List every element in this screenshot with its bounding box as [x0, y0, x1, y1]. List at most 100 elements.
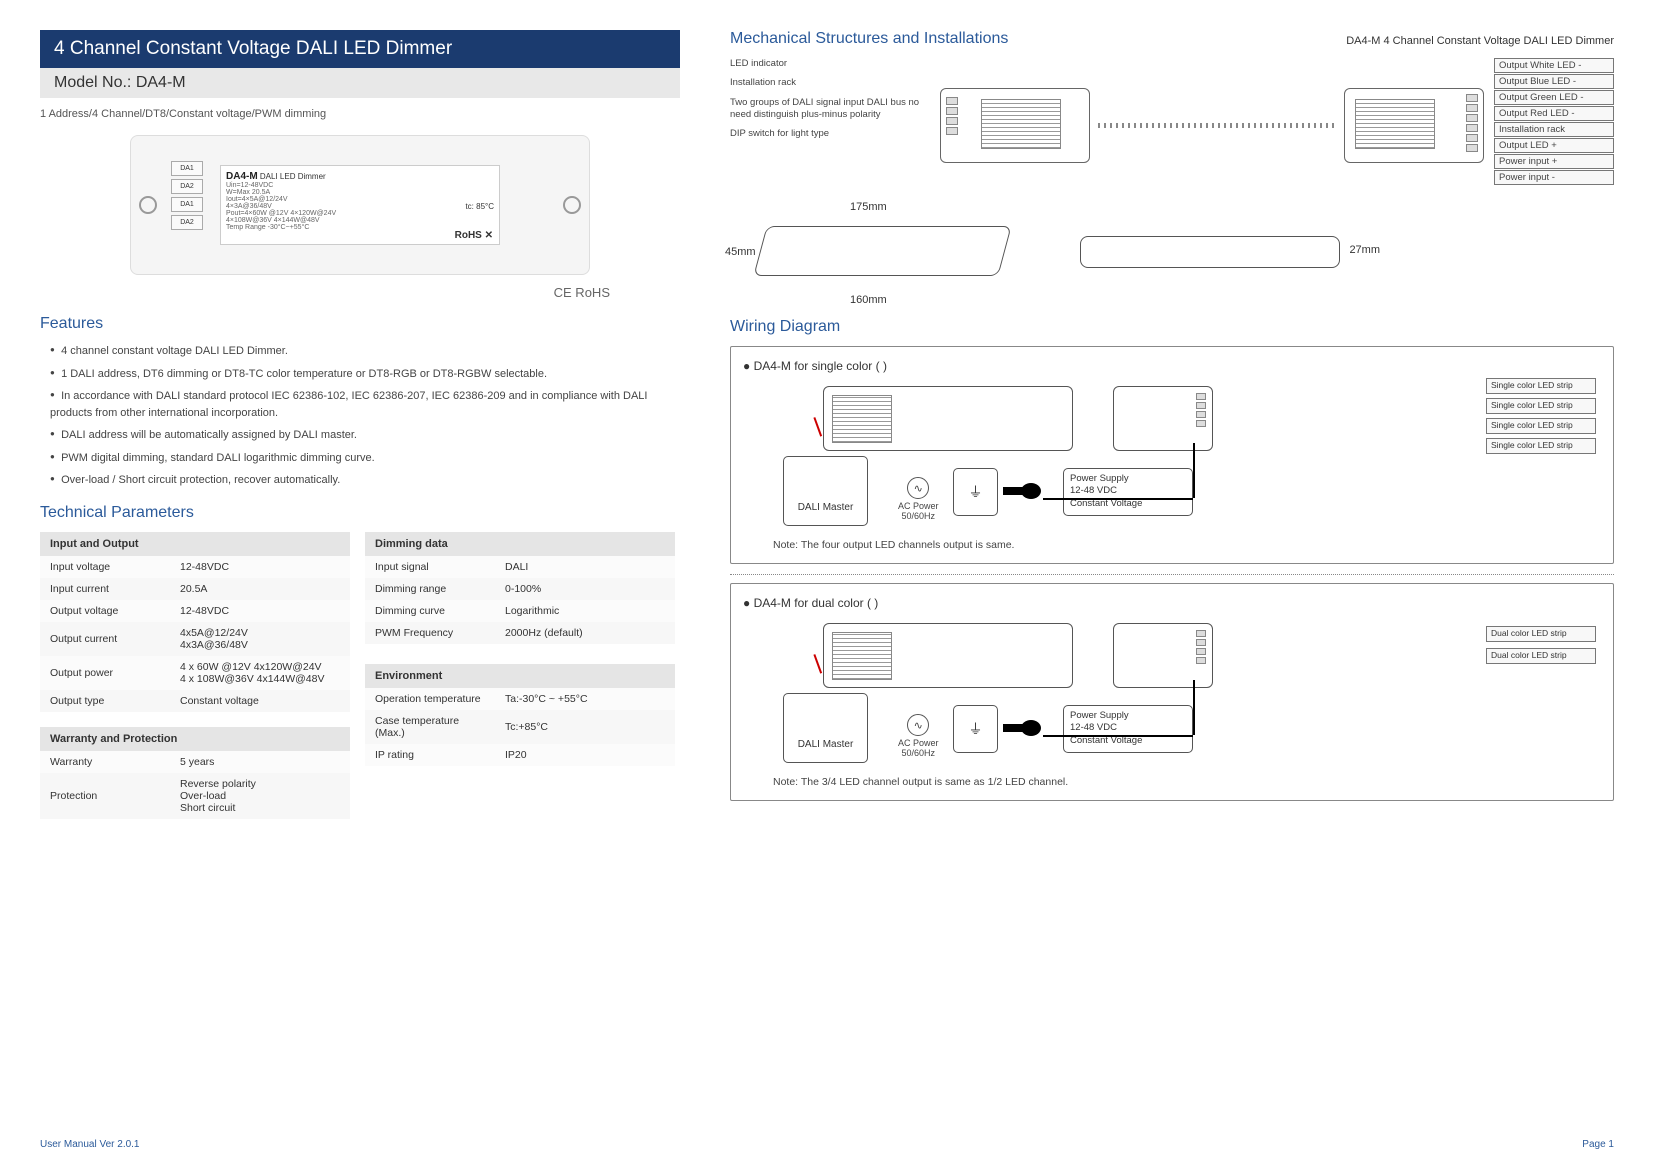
- plug-icon: [1003, 481, 1043, 501]
- ac-power-label: ∿AC Power 50/60Hz: [898, 714, 939, 758]
- wire-red: [814, 417, 822, 436]
- mech-device-drawing: [940, 58, 1484, 193]
- mech-label: Output LED +: [1494, 138, 1614, 153]
- wiring-single-box: ● DA4-M for single color ( ) Single colo…: [730, 346, 1614, 564]
- features-heading: Features: [40, 315, 680, 333]
- port: DA1: [171, 161, 203, 176]
- device-right-unit: [1344, 88, 1484, 163]
- led-strip: Dual color LED strip: [1486, 626, 1596, 642]
- page-header-right: DA4-M 4 Channel Constant Voltage DALI LE…: [1346, 35, 1614, 47]
- model-bar: Model No.: DA4-M: [40, 68, 680, 98]
- port: DA1: [171, 197, 203, 212]
- footer-version: User Manual Ver 2.0.1: [40, 1139, 140, 1150]
- mech-structure-diagram: LED indicator Installation rack Two grou…: [730, 58, 1614, 193]
- port: DA2: [171, 215, 203, 230]
- heatsink-icon: [1355, 99, 1435, 149]
- title-bar: 4 Channel Constant Voltage DALI LED Dimm…: [40, 30, 680, 68]
- wiring-heading: Wiring Diagram: [730, 318, 1614, 336]
- left-column: 4 Channel Constant Voltage DALI LED Dimm…: [40, 30, 680, 1155]
- mounting-hole-icon: [139, 196, 157, 214]
- dim-top-view: 175mm 45mm 160mm: [730, 206, 1030, 301]
- table-row: Operation temperatureTa:-30°C ~ +55°C: [365, 688, 675, 710]
- env-table: Environment Operation temperatureTa:-30°…: [365, 664, 675, 766]
- feature-item: PWM digital dimming, standard DALI logar…: [50, 450, 680, 467]
- table-header: Warranty and Protection: [40, 727, 350, 751]
- ac-icon: ∿: [907, 714, 929, 736]
- wire-black: [1043, 498, 1193, 500]
- wiring-dual-diagram: Dual color LED strip Dual color LED stri…: [743, 618, 1601, 768]
- right-column: Mechanical Structures and Installations …: [730, 30, 1614, 1155]
- table-header: Environment: [365, 664, 675, 688]
- feature-item: Over-load / Short circuit protection, re…: [50, 472, 680, 489]
- product-specs: Uin=12-48VDC W=Max 20.5A Iout=4×5A@12/24…: [226, 182, 396, 231]
- led-strip: Single color LED strip: [1486, 418, 1596, 434]
- ac-power-label: ∿AC Power 50/60Hz: [898, 477, 939, 521]
- product-tc: tc: 85°C: [465, 202, 494, 211]
- subtitle: 1 Address/4 Channel/DT8/Constant voltage…: [40, 108, 680, 120]
- table-row: Dimming range0-100%: [365, 578, 675, 600]
- table-row: Input signalDALI: [365, 556, 675, 578]
- heatsink-icon: [832, 632, 892, 680]
- terminals-icon: [1196, 393, 1206, 427]
- footer-page: Page 1: [1582, 1139, 1614, 1150]
- table-row: Dimming curveLogarithmic: [365, 600, 675, 622]
- ac-icon: ∿: [907, 477, 929, 499]
- table-row: Warranty5 years: [40, 751, 350, 773]
- device-cable: [1098, 123, 1336, 128]
- dim-box: [753, 226, 1011, 276]
- power-supply: Power Supply 12-48 VDC Constant Voltage: [1063, 705, 1193, 753]
- mech-label: Output Blue LED -: [1494, 74, 1614, 89]
- device-left-unit: [940, 88, 1090, 163]
- wire-black: [1193, 443, 1195, 498]
- product-pn-suffix: DALI LED Dimmer: [260, 172, 326, 181]
- heatsink-icon: [832, 395, 892, 443]
- mech-labels-right: Output White LED - Output Blue LED - Out…: [1494, 58, 1614, 193]
- wire-red: [814, 654, 822, 673]
- table-row: ProtectionReverse polarity Over-load Sho…: [40, 773, 350, 819]
- dimmer-device-right: [1113, 386, 1213, 451]
- dimming-table: Dimming data Input signalDALI Dimming ra…: [365, 532, 675, 644]
- led-strip: Single color LED strip: [1486, 378, 1596, 394]
- led-strip: Dual color LED strip: [1486, 648, 1596, 664]
- product-pn: DA4-M: [226, 171, 258, 182]
- wiring-dual-title: ● DA4-M for dual color ( ): [743, 596, 1601, 610]
- dimmer-device: [823, 623, 1073, 688]
- dimmer-device: [823, 386, 1073, 451]
- mech-label: Output Red LED -: [1494, 106, 1614, 121]
- mech-labels-left: LED indicator Installation rack Two grou…: [730, 58, 930, 193]
- table-row: Output typeConstant voltage: [40, 690, 350, 712]
- wiring-dual-box: ● DA4-M for dual color ( ) Dual color LE…: [730, 583, 1614, 801]
- table-row: Output power4 x 60W @12V 4x120W@24V 4 x …: [40, 656, 350, 690]
- mech-label: LED indicator: [730, 58, 930, 70]
- feature-item: 1 DALI address, DT6 dimming or DT8-TC co…: [50, 366, 680, 383]
- table-row: PWM Frequency2000Hz (default): [365, 622, 675, 644]
- mech-label: Power input +: [1494, 154, 1614, 169]
- dali-master: DALI Master: [783, 693, 868, 763]
- rohs-label: RoHS ✕: [455, 230, 493, 241]
- warranty-table: Warranty and Protection Warranty5 years …: [40, 727, 350, 819]
- table-row: Input voltage12-48VDC: [40, 556, 350, 578]
- mech-label: Power input -: [1494, 170, 1614, 185]
- table-row: Output voltage12-48VDC: [40, 600, 350, 622]
- mech-label: Output Green LED -: [1494, 90, 1614, 105]
- feature-item: DALI address will be automatically assig…: [50, 427, 680, 444]
- wire-black: [1193, 680, 1195, 735]
- wire-black: [1043, 735, 1193, 737]
- wiring-dual-note: Note: The 3/4 LED channel output is same…: [743, 776, 1601, 788]
- wiring-single-diagram: Single color LED strip Single color LED …: [743, 381, 1601, 531]
- wiring-single-note: Note: The four output LED channels outpu…: [743, 539, 1601, 551]
- feature-item: 4 channel constant voltage DALI LED Dimm…: [50, 343, 680, 360]
- dim-side-view: 27mm: [1070, 206, 1370, 301]
- mech-label: DIP switch for light type: [730, 128, 930, 140]
- tables-row: Input and Output Input voltage12-48VDC I…: [40, 532, 680, 819]
- tables-left-group: Input and Output Input voltage12-48VDC I…: [40, 532, 350, 819]
- dali-master: DALI Master: [783, 456, 868, 526]
- mech-label: Output White LED -: [1494, 58, 1614, 73]
- led-strip: Single color LED strip: [1486, 438, 1596, 454]
- table-row: Input current20.5A: [40, 578, 350, 600]
- led-strip: Single color LED strip: [1486, 398, 1596, 414]
- mounting-hole-icon: [563, 196, 581, 214]
- outlet-icon: ⏚: [953, 705, 998, 753]
- product-image: DA1 DA2 DA1 DA2 DA4-M DALI LED Dimmer Ui…: [130, 135, 590, 275]
- mech-label: Installation rack: [1494, 122, 1614, 137]
